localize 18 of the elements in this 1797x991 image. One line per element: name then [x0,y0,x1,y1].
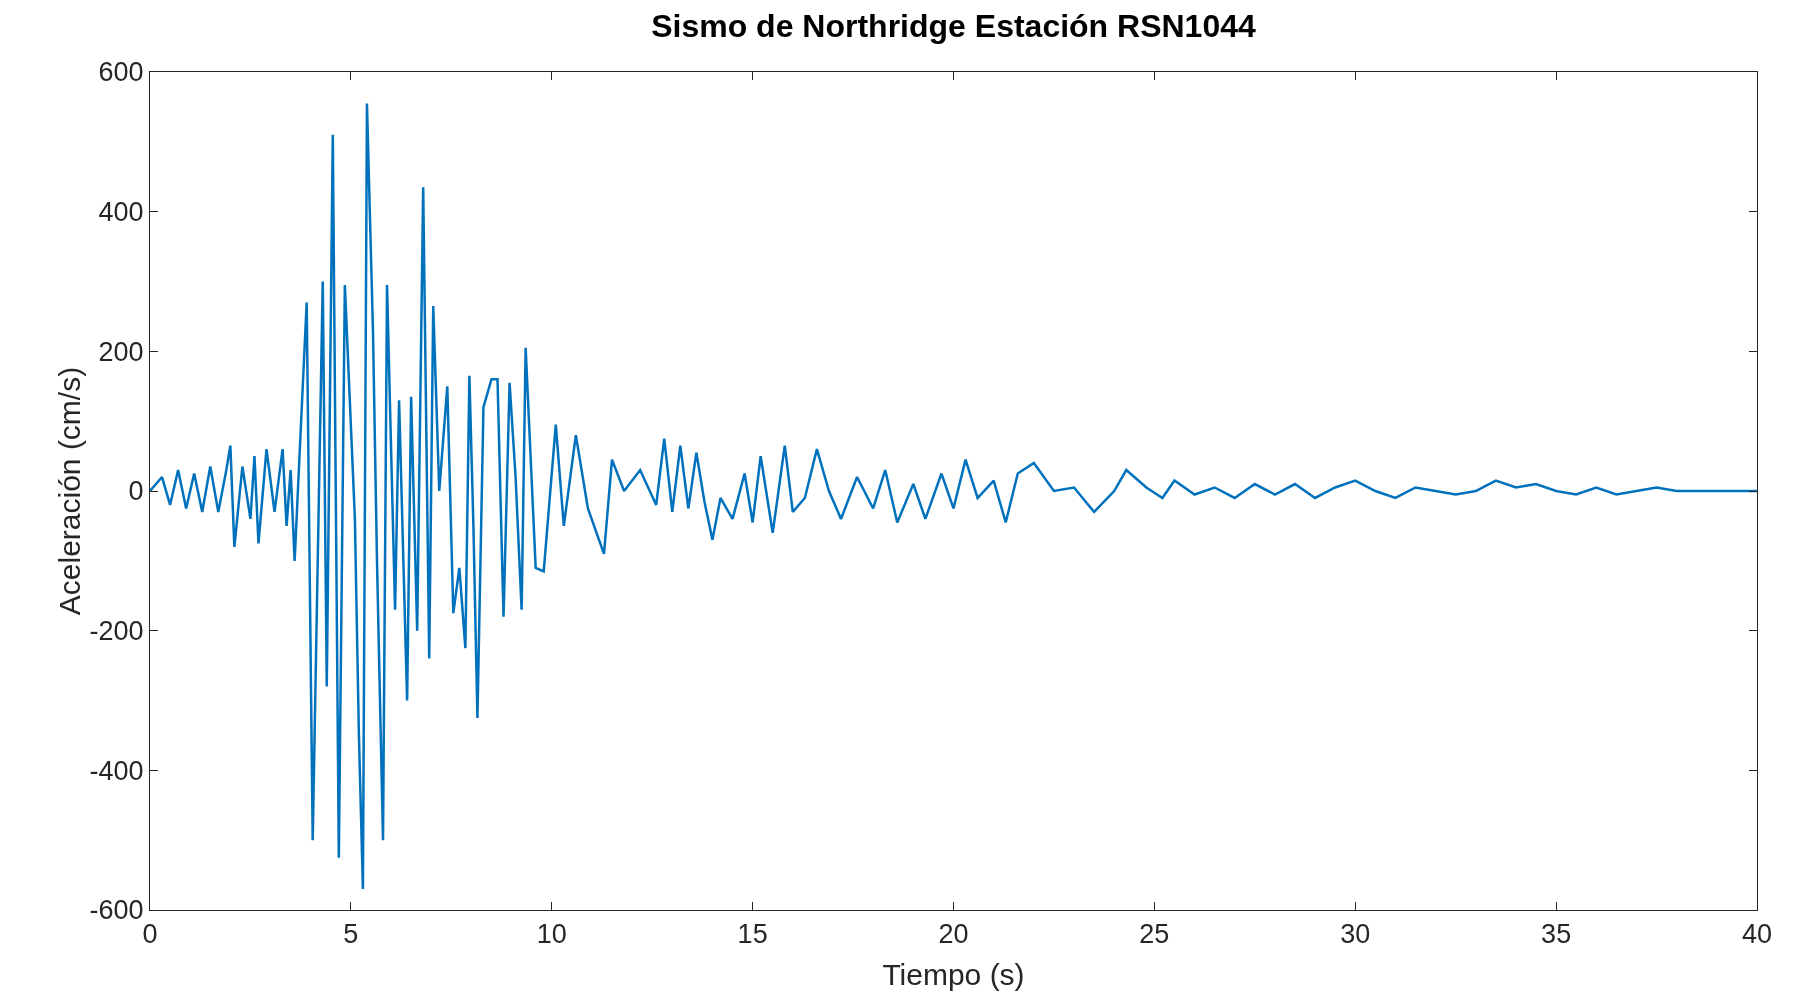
y-axis-title: Aceleración (cm/s) [53,366,86,616]
x-tick-label: 5 [343,919,359,950]
chart-title: Sismo de Northridge Estación RSN1044 [651,8,1257,45]
x-tick-label: 40 [1741,919,1773,950]
x-tick-label: 35 [1541,919,1572,950]
x-tick-label: 15 [737,919,768,950]
x-tick-label: 30 [1340,919,1371,950]
y-tick-label: -400 [89,755,144,786]
x-tick-label: 25 [1139,919,1170,950]
y-tick-label: 600 [98,57,144,88]
x-tick-label: 10 [536,919,567,950]
y-tick-label: 200 [98,336,144,367]
x-tick-label: 20 [938,919,969,950]
x-axis-title: Tiempo (s) [882,958,1025,991]
y-tick-label: -200 [89,616,144,647]
y-tick-label: 400 [98,197,144,228]
y-tick-label: -600 [89,895,144,926]
y-tick-label: 0 [128,476,144,507]
